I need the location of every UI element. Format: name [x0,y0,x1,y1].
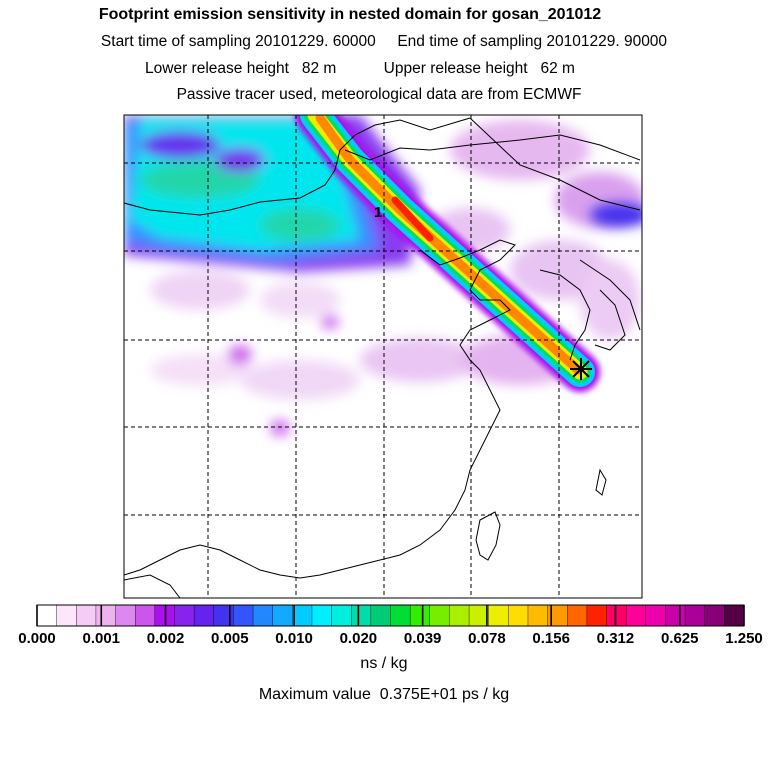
colorbar-cell [331,604,352,627]
colorbar-tick-label: 0.002 [146,630,185,647]
coastlines [124,117,641,598]
colorbar-cell [115,604,136,627]
trajectory-marker-label: 1 [374,204,382,221]
colorbar-cell [449,604,470,627]
sampling-time-line: Start time of sampling 20101229. 60000 E… [100,33,668,50]
colorbar-cell [527,604,549,627]
colorbar-tick-label: 0.005 [211,630,249,647]
colorbar-cell [370,604,391,627]
colorbar-cell [272,604,293,627]
colorbar-cell [311,604,333,627]
release-height-line: Lower release height 82 m Upper release … [145,60,575,77]
colorbar-cell [36,604,58,627]
colorbar-cell [76,604,97,627]
colorbar-cell [292,604,313,627]
colorbar-tick-label: 0.001 [82,630,121,647]
plot-title: Footprint emission sensitivity in nested… [98,6,602,23]
colorbar-cell [625,604,647,627]
maximum-value-text: Maximum value 0.375E+01 ps / kg [258,686,510,703]
colorbar-cell [56,604,77,627]
colorbar-tick-label: 0.156 [532,630,570,647]
tracer-info-line: Passive tracer used, meteorological data… [176,86,582,103]
map-gridlines [124,115,642,598]
colorbar-cell [233,604,254,627]
colorbar-cell [586,604,608,627]
colorbar-cell [488,604,509,627]
colorbar-tick-label: 1.250 [725,630,763,647]
colorbar-cell [508,604,529,627]
colorbar-cell [174,604,195,627]
colorbar-tick-label: 0.020 [339,630,378,647]
map-frame [123,114,643,599]
colorbar-cell [95,604,117,627]
colorbar-cell [468,604,490,627]
colorbar-cell [252,604,274,627]
star-marker-icon [570,358,592,380]
colorbar-cell [351,604,372,627]
colorbar-cell [645,604,666,627]
colorbar-tick-label: 0.010 [275,630,313,647]
colorbar-cell [134,604,156,627]
colorbar-cell [567,604,588,627]
colorbar-tick-label: 0.000 [18,630,56,647]
colorbar-tick-label: 0.625 [660,630,699,647]
colorbar-tick-label: 0.312 [596,630,635,647]
colorbar-tick-label: 0.039 [403,630,442,647]
colorbar-cell [665,604,686,627]
colorbar-cell [390,604,411,627]
colorbar-cell [684,604,706,627]
colorbar-cell [724,604,745,627]
colorbar-cell [213,604,234,627]
colorbar-cell [193,604,215,627]
sensitivity-plume [295,115,600,392]
colorbar-cell [704,604,725,627]
colorbar-units: ns / kg [360,655,408,672]
colorbar-cell [606,604,627,627]
colorbar-cell [409,604,431,627]
colorbar-tick-label: 0.078 [468,630,506,647]
colorbar-cell [429,604,450,627]
